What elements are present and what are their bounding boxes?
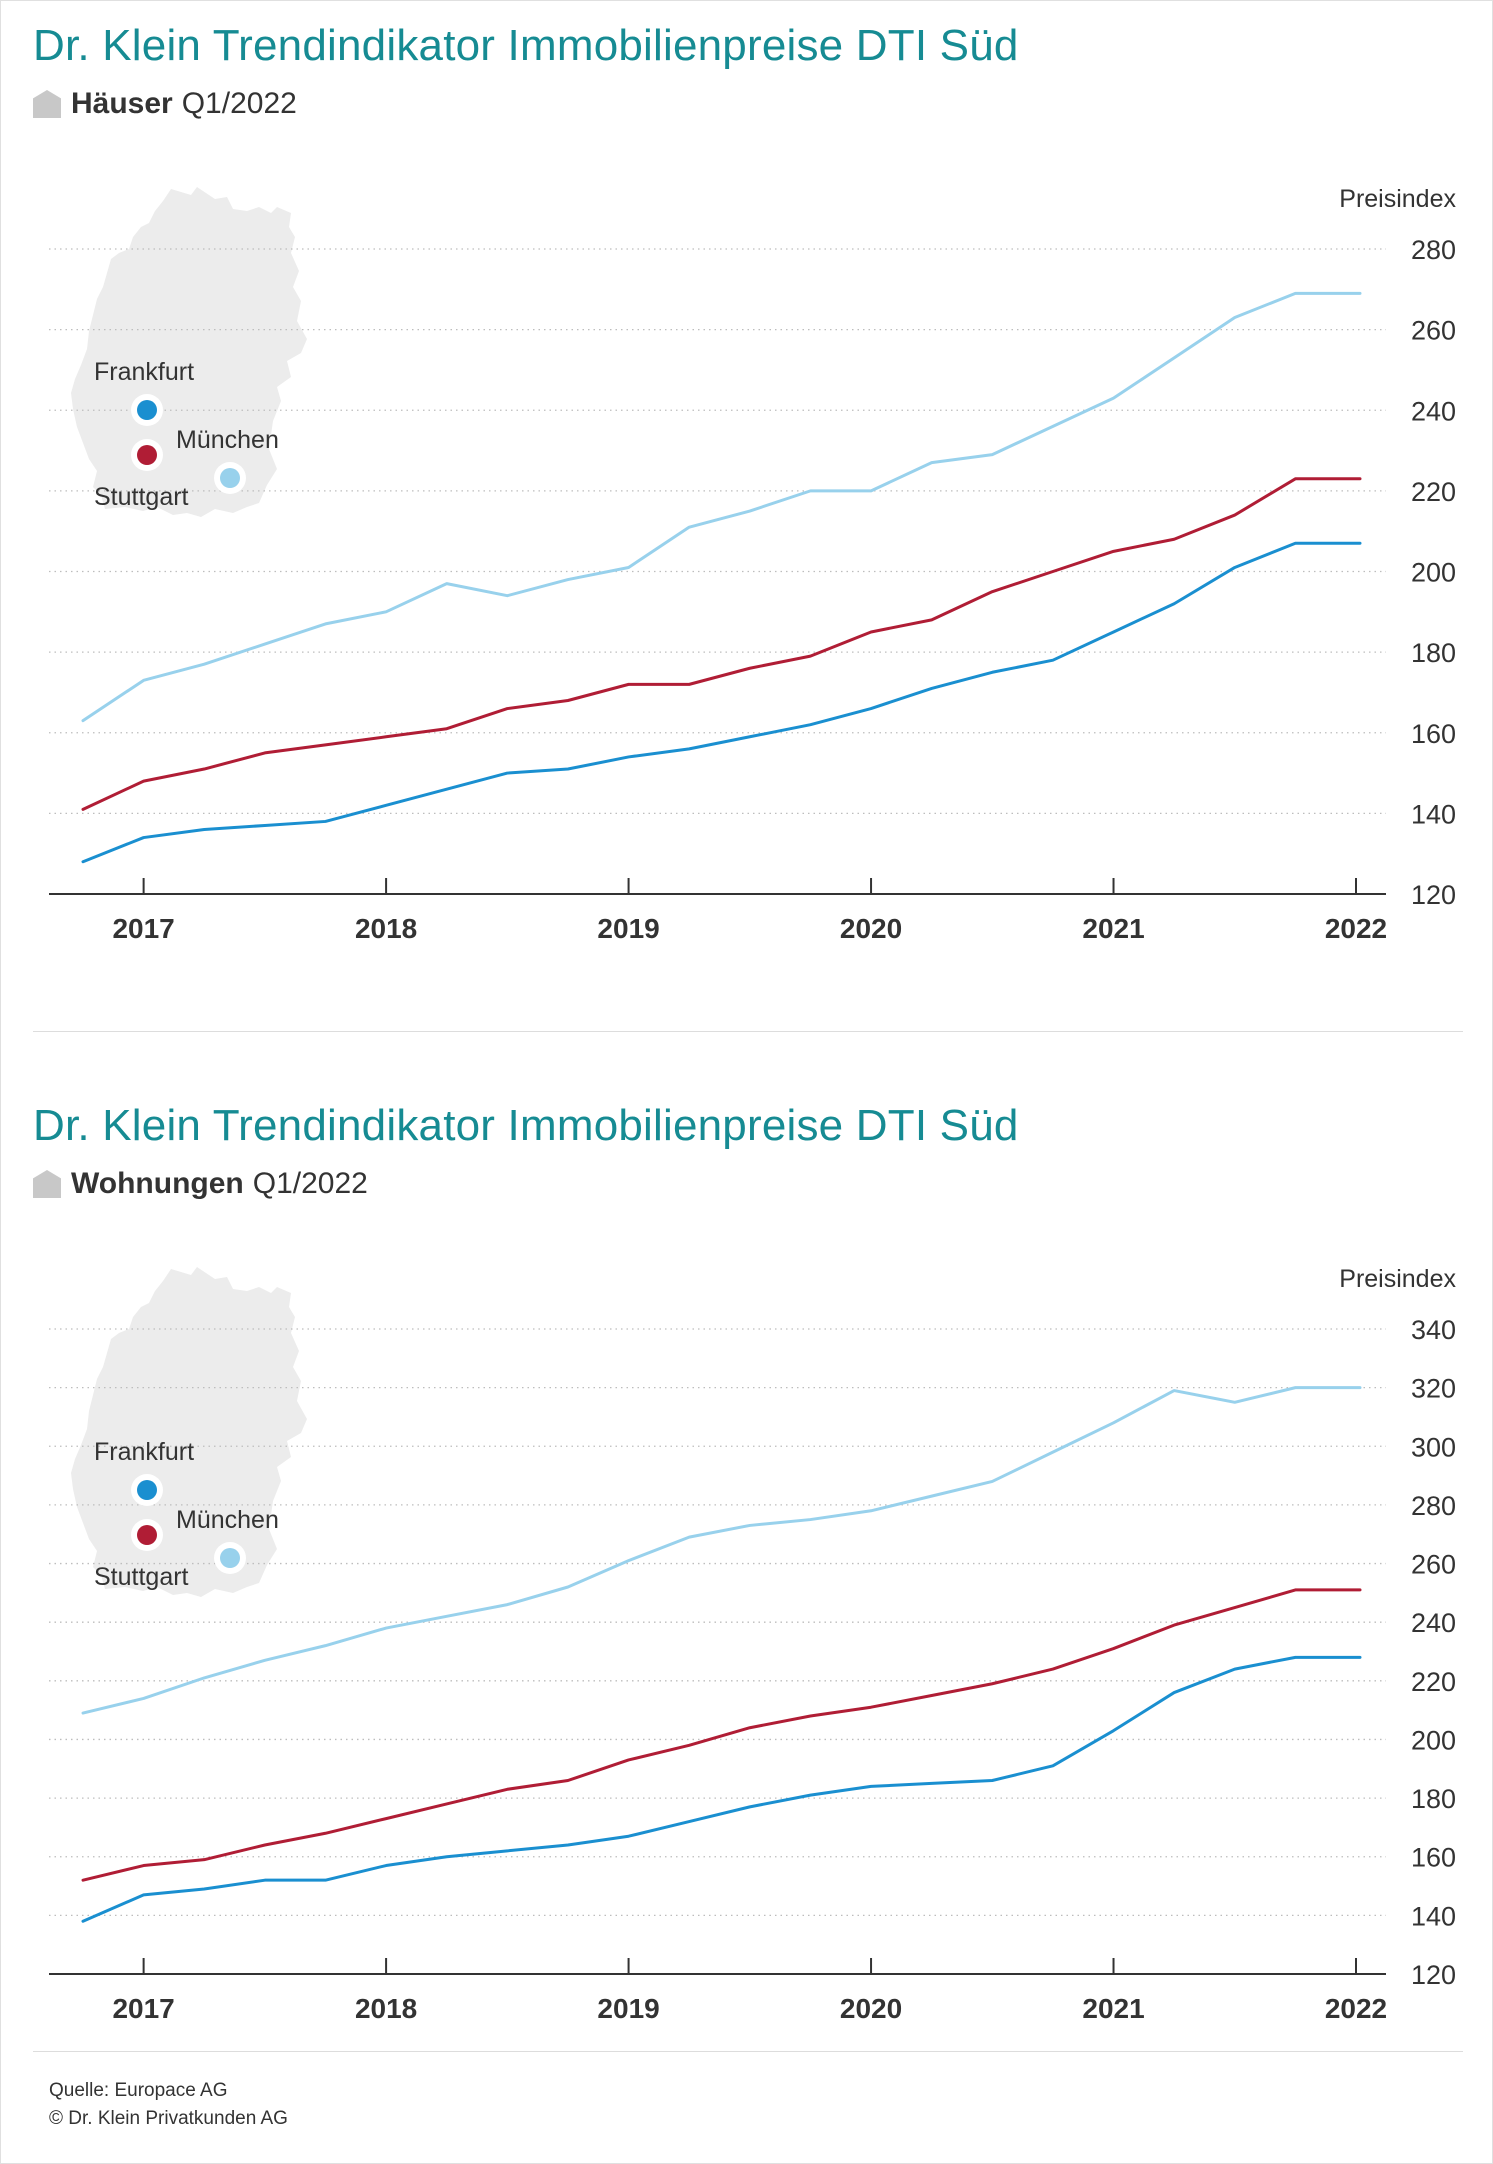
city-marker-frankfurt <box>137 1480 157 1500</box>
y-axis-label: Preisindex <box>1339 1265 1456 1293</box>
footer-divider <box>33 2051 1463 2052</box>
germany-map-shape <box>71 187 307 517</box>
series-line-stuttgart <box>81 477 1362 811</box>
chart-panel-apartments: Dr. Klein Trendindikator Immobilienpreis… <box>1 1081 1492 2081</box>
source-note: Quelle: Europace AG <box>49 2080 228 2101</box>
subtitle-category: Häuser <box>71 87 173 120</box>
y-tick-label: 340 <box>1411 1315 1456 1345</box>
subtitle-period: Q1/2022 <box>181 87 297 120</box>
y-tick-label: 280 <box>1411 1491 1456 1521</box>
series-line-muenchen <box>81 1386 1362 1715</box>
chart-subtitle: Häuser Q1/2022 <box>33 87 297 121</box>
subtitle-period: Q1/2022 <box>252 1167 368 1200</box>
y-tick-label: 160 <box>1411 719 1456 749</box>
chart-title: Dr. Klein Trendindikator Immobilienpreis… <box>33 1101 1019 1150</box>
series-line-frankfurt <box>81 1655 1362 1923</box>
y-tick-label: 260 <box>1411 1550 1456 1580</box>
line-chart-apartments: 120 140 160 180 200 220 240 260 280 300 320 340 Prei… <box>49 1265 1456 2024</box>
y-tick-label: 180 <box>1411 1784 1456 1814</box>
city-label-frankfurt: Frankfurt <box>94 358 194 386</box>
x-tick-label: 2018 <box>355 913 417 944</box>
section-divider <box>33 1031 1463 1032</box>
y-tick-label: 140 <box>1411 1901 1456 1931</box>
copyright-note: © Dr. Klein Privatkunden AG <box>49 2108 288 2129</box>
y-tick-label: 200 <box>1411 558 1456 588</box>
footer: Quelle: Europace AG © Dr. Klein Privatku… <box>49 2077 288 2133</box>
city-marker-stuttgart <box>137 1525 157 1545</box>
city-label-stuttgart: Stuttgart <box>94 483 189 511</box>
y-tick-label: 180 <box>1411 638 1456 668</box>
series-line-frankfurt <box>81 541 1362 864</box>
city-marker-frankfurt <box>137 400 157 420</box>
subtitle-category: Wohnungen <box>71 1167 244 1200</box>
x-tick-label: 2018 <box>355 1993 417 2024</box>
x-tick-label: 2020 <box>840 913 902 944</box>
city-marker-muenchen <box>220 1548 240 1568</box>
y-tick-label: 220 <box>1411 477 1456 507</box>
y-tick-label: 160 <box>1411 1843 1456 1873</box>
germany-map-shape <box>71 1267 307 1597</box>
series-line-muenchen <box>81 291 1362 723</box>
y-tick-label: 260 <box>1411 316 1456 346</box>
city-marker-muenchen <box>220 468 240 488</box>
x-tick-label: 2017 <box>112 913 174 944</box>
x-tick-label: 2019 <box>597 1993 659 2024</box>
city-label-stuttgart: Stuttgart <box>94 1563 189 1591</box>
x-tick-label: 2021 <box>1082 1993 1144 2024</box>
city-label-muenchen: München <box>176 426 279 454</box>
y-tick-label: 240 <box>1411 396 1456 426</box>
y-tick-label: 220 <box>1411 1667 1456 1697</box>
chart-panel-houses: Dr. Klein Trendindikator Immobilienpreis… <box>1 1 1492 1031</box>
series-line-stuttgart <box>81 1588 1362 1882</box>
x-tick-label: 2020 <box>840 1993 902 2024</box>
x-tick-label: 2022 <box>1325 1993 1387 2024</box>
city-marker-stuttgart <box>137 445 157 465</box>
y-tick-label: 120 <box>1411 880 1456 910</box>
x-tick-label: 2021 <box>1082 913 1144 944</box>
y-tick-label: 320 <box>1411 1374 1456 1404</box>
y-axis-label: Preisindex <box>1339 185 1456 213</box>
city-label-muenchen: München <box>176 1506 279 1534</box>
y-tick-label: 300 <box>1411 1432 1456 1462</box>
y-tick-label: 280 <box>1411 235 1456 265</box>
x-tick-label: 2017 <box>112 1993 174 2024</box>
y-tick-label: 200 <box>1411 1725 1456 1755</box>
y-tick-label: 240 <box>1411 1608 1456 1638</box>
x-tick-label: 2022 <box>1325 913 1387 944</box>
y-tick-label: 120 <box>1411 1960 1456 1990</box>
city-label-frankfurt: Frankfurt <box>94 1438 194 1466</box>
chart-title: Dr. Klein Trendindikator Immobilienpreis… <box>33 21 1019 70</box>
x-tick-label: 2019 <box>597 913 659 944</box>
y-tick-label: 140 <box>1411 799 1456 829</box>
line-chart-houses: 120 140 160 180 200 220 240 260 280 Preisindex 201… <box>49 185 1456 944</box>
chart-subtitle: Wohnungen Q1/2022 <box>33 1167 368 1201</box>
